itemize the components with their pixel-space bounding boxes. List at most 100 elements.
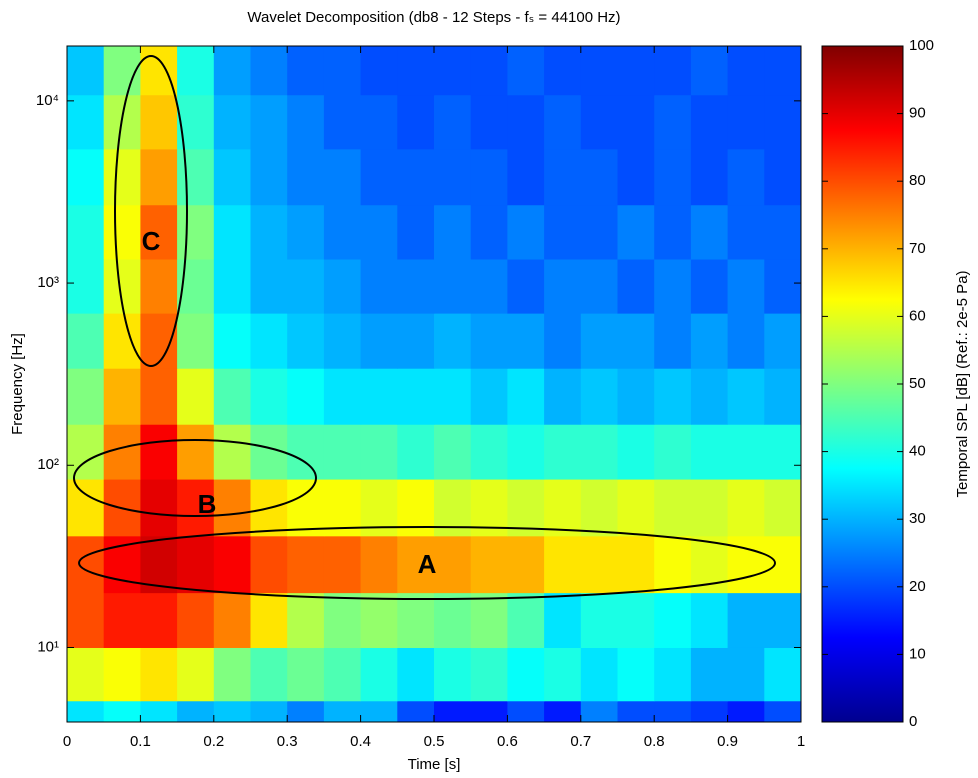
heatmap-cell <box>177 479 215 537</box>
annotation-label: A <box>418 549 437 579</box>
colorbar <box>821 45 904 723</box>
colorbar-tick-label: 90 <box>909 105 926 122</box>
heatmap-cell <box>67 368 105 425</box>
heatmap-cell <box>580 204 618 260</box>
heatmap-cell <box>140 259 178 314</box>
heatmap-cell <box>434 535 472 594</box>
heatmap-cell <box>507 204 545 260</box>
heatmap-cell <box>434 700 472 723</box>
heatmap-cell <box>213 148 251 206</box>
heatmap-cell <box>287 479 325 537</box>
heatmap-cell <box>323 424 362 480</box>
heatmap-cell <box>360 535 398 594</box>
heatmap-cell <box>360 592 398 648</box>
heatmap-cell <box>580 94 618 150</box>
heatmap-cell <box>544 647 582 702</box>
heatmap-cell <box>507 424 545 480</box>
heatmap-cell <box>140 148 178 206</box>
heatmap-cell <box>397 94 435 150</box>
heatmap-cell <box>727 94 765 150</box>
heatmap-cell <box>250 368 288 425</box>
heatmap-cell <box>654 368 692 425</box>
colorbar-tick-label: 80 <box>909 172 926 189</box>
heatmap-cell <box>323 535 362 594</box>
heatmap-cell <box>177 424 215 480</box>
heatmap-cell <box>140 313 178 369</box>
heatmap-cell <box>213 647 251 702</box>
heatmap-cell <box>654 424 692 480</box>
heatmap-cell <box>580 313 618 369</box>
heatmap-cell <box>507 592 545 648</box>
heatmap-cell <box>397 647 435 702</box>
heatmap-cell <box>470 46 508 96</box>
heatmap-cell <box>397 368 435 425</box>
heatmap-cell <box>727 46 765 96</box>
heatmap-cell <box>434 368 472 425</box>
heatmap-cell <box>177 313 215 369</box>
chart-title: Wavelet Decomposition (db8 - 12 Steps - … <box>247 9 620 26</box>
heatmap-cell <box>580 424 618 480</box>
heatmap-cell <box>507 313 545 369</box>
heatmap-cell <box>177 647 215 702</box>
x-tick-label: 0.3 <box>277 733 298 750</box>
heatmap-cell <box>323 148 362 206</box>
heatmap-cell <box>360 259 398 314</box>
heatmap-cell <box>323 46 362 96</box>
heatmap-cell <box>140 592 178 648</box>
heatmap-cell <box>67 647 105 702</box>
y-tick-label: 10¹ <box>37 638 59 655</box>
heatmap-cell <box>690 368 729 425</box>
heatmap-cell <box>690 592 729 648</box>
heatmap-cell <box>544 368 582 425</box>
heatmap-cell <box>323 204 362 260</box>
colorbar-tick-label: 100 <box>909 37 934 54</box>
heatmap-cell <box>434 424 472 480</box>
heatmap-cell <box>213 700 251 723</box>
heatmap-cell <box>213 259 251 314</box>
heatmap-cell <box>177 46 215 96</box>
heatmap-cell <box>690 424 729 480</box>
heatmap-cell <box>690 94 729 150</box>
heatmap-cell <box>287 700 325 723</box>
heatmap-cell <box>250 204 288 260</box>
y-tick-label: 10² <box>37 456 59 473</box>
heatmap-cell <box>654 313 692 369</box>
heatmap-cell <box>727 647 765 702</box>
heatmap-cell <box>580 592 618 648</box>
heatmap-cell <box>654 479 692 537</box>
heatmap-cell <box>470 424 508 480</box>
heatmap-cell <box>287 535 325 594</box>
heatmap-cell <box>727 592 765 648</box>
heatmap-cell <box>103 368 141 425</box>
heatmap-cell <box>67 46 105 96</box>
heatmap-cell <box>544 479 582 537</box>
x-tick-label: 0.1 <box>130 733 151 750</box>
heatmap-cell <box>360 424 398 480</box>
heatmap-cell <box>250 46 288 96</box>
heatmap-cell <box>544 592 582 648</box>
colorbar-tick-label: 40 <box>909 443 926 460</box>
heatmap-cell <box>764 424 802 480</box>
heatmap-cell <box>617 204 655 260</box>
heatmap-cell <box>580 700 618 723</box>
heatmap-cell <box>470 259 508 314</box>
heatmap-cell <box>397 424 435 480</box>
heatmap-cell <box>727 479 765 537</box>
heatmap-cell <box>434 259 472 314</box>
heatmap-cell <box>690 313 729 369</box>
heatmap-cell <box>690 479 729 537</box>
heatmap-cell <box>617 148 655 206</box>
heatmap-cell <box>360 46 398 96</box>
annotation-ellipse <box>73 439 317 517</box>
heatmap-cell <box>360 368 398 425</box>
heatmap-cell <box>397 259 435 314</box>
heatmap-cell <box>690 46 729 96</box>
heatmap-cell <box>434 647 472 702</box>
heatmap-cell <box>690 148 729 206</box>
x-tick-label: 0.9 <box>717 733 738 750</box>
heatmap-cell <box>544 148 582 206</box>
heatmap-cell <box>727 313 765 369</box>
heatmap-cell <box>397 313 435 369</box>
heatmap-cell <box>544 424 582 480</box>
heatmap-cell <box>140 204 178 260</box>
